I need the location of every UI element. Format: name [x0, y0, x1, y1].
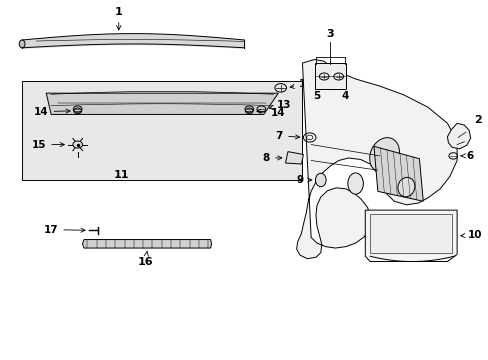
Text: 15: 15 [32, 140, 64, 149]
Text: 16: 16 [137, 251, 153, 266]
Text: 14: 14 [34, 107, 70, 117]
Polygon shape [373, 146, 423, 201]
Text: 11: 11 [113, 170, 129, 180]
Text: 10: 10 [460, 230, 481, 240]
Polygon shape [447, 123, 469, 149]
Text: 3: 3 [326, 29, 334, 39]
Text: 8: 8 [262, 153, 281, 163]
Text: 17: 17 [43, 225, 85, 235]
Polygon shape [365, 210, 456, 261]
Text: 13: 13 [269, 100, 291, 110]
Text: 2: 2 [473, 115, 481, 125]
FancyBboxPatch shape [314, 63, 345, 89]
Text: 14: 14 [256, 108, 285, 118]
FancyBboxPatch shape [22, 81, 302, 180]
Ellipse shape [315, 173, 325, 187]
Ellipse shape [347, 173, 363, 194]
Polygon shape [46, 93, 278, 114]
Polygon shape [296, 59, 456, 259]
Text: 7: 7 [275, 131, 299, 141]
Polygon shape [285, 152, 303, 164]
Ellipse shape [369, 138, 399, 173]
Text: 9: 9 [296, 175, 311, 185]
Ellipse shape [397, 177, 414, 197]
Text: 1: 1 [115, 7, 122, 30]
Text: 4: 4 [339, 84, 348, 101]
Text: 5: 5 [313, 84, 322, 101]
Polygon shape [82, 239, 211, 248]
Circle shape [73, 141, 82, 148]
Text: 6: 6 [460, 151, 473, 161]
Ellipse shape [19, 40, 25, 48]
Polygon shape [369, 214, 451, 253]
Text: 12: 12 [289, 79, 313, 89]
